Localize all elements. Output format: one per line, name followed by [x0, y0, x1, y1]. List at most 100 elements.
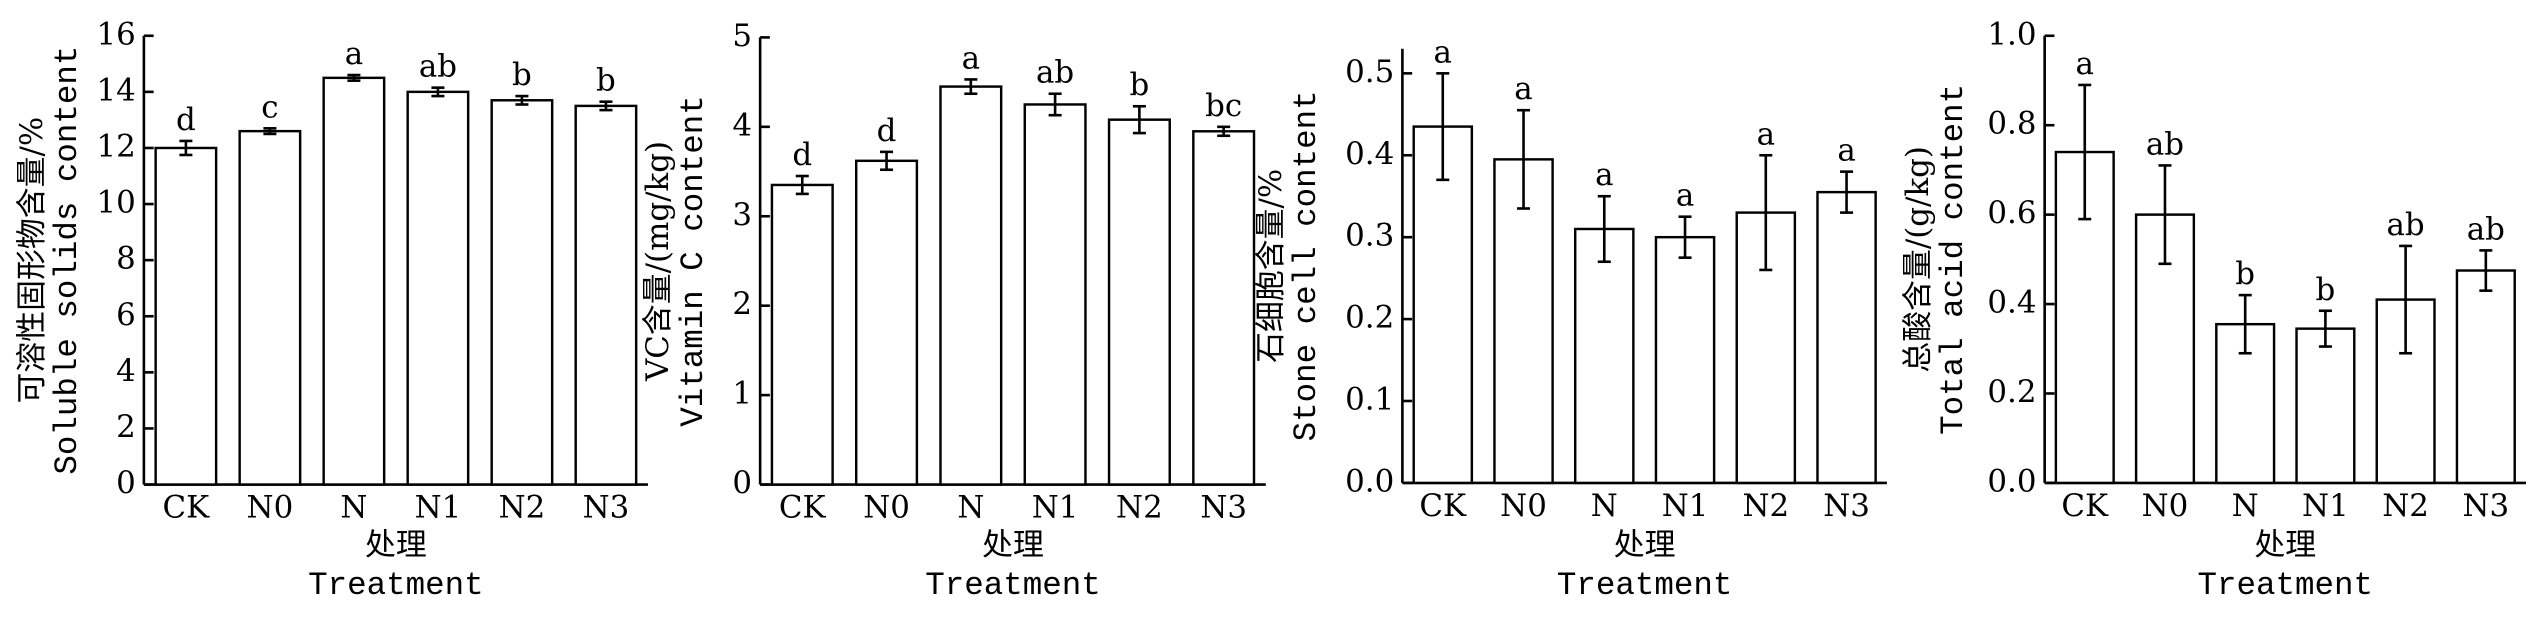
y-tick-label: 0.0: [1345, 463, 1394, 499]
significance-letter: a: [2076, 46, 2094, 82]
significance-letter: ab: [1036, 55, 1074, 91]
significance-letter: d: [176, 102, 196, 138]
x-tick-label: N3: [1823, 488, 1870, 524]
x-tick-label: N3: [1200, 489, 1247, 525]
x-tick-label: N3: [2462, 488, 2509, 524]
y-tick-label: 0.2: [1987, 374, 2036, 410]
y-tick-label: 0.2: [1345, 300, 1394, 336]
bar: [238, 129, 302, 486]
significance-letter: d: [877, 113, 897, 149]
x-tick-label: N1: [1032, 489, 1079, 525]
significance-letter: a: [1514, 71, 1532, 107]
bar: [770, 183, 834, 486]
significance-letter: b: [596, 63, 616, 99]
bar: [1192, 130, 1256, 486]
y-tick-label: 0: [732, 465, 752, 501]
x-tick-label: N: [340, 489, 367, 525]
x-tick-label: N0: [247, 489, 294, 525]
bar: [2295, 327, 2356, 485]
significance-letter: b: [1130, 67, 1150, 103]
significance-letter: a: [1434, 34, 1452, 70]
significance-letter: d: [792, 137, 812, 173]
y-axis-label: Vitamin C content: [675, 95, 712, 427]
y-tick-label: 0.8: [1987, 106, 2036, 142]
y-tick-label: 1: [732, 376, 752, 412]
significance-letter: a: [1837, 133, 1855, 169]
y-axis-label: 石细胞含量/%: [1253, 169, 1289, 363]
significance-letter: ab: [2467, 211, 2505, 247]
y-axis-label: Total acid content: [1935, 84, 1972, 435]
y-tick-label: 10: [96, 185, 135, 221]
significance-letter: c: [261, 89, 278, 125]
bar: [2455, 269, 2516, 485]
bar: [1816, 190, 1877, 485]
y-axis-label: Soluble solids content: [49, 46, 86, 475]
x-tick-label: CK: [2061, 488, 2109, 524]
x-axis-label: Treatment: [925, 567, 1101, 604]
x-tick-label: N: [2232, 488, 2259, 524]
bar: [854, 159, 919, 486]
significance-letter: a: [962, 40, 980, 76]
bar: [1412, 125, 1474, 485]
significance-letter: ab: [2146, 126, 2184, 162]
bar: [939, 85, 1003, 486]
y-tick-label: 4: [732, 107, 752, 143]
bar: [490, 99, 554, 486]
x-axis-label: 处理: [2254, 527, 2316, 563]
y-tick-label: 12: [96, 128, 135, 164]
significance-letter: ab: [2387, 207, 2425, 243]
bar: [406, 90, 470, 486]
y-tick-label: 6: [116, 297, 136, 333]
bar: [1493, 158, 1554, 485]
y-tick-label: 14: [96, 72, 135, 108]
bar: [1573, 227, 1635, 485]
significance-letter: bc: [1205, 88, 1242, 124]
y-tick-label: 5: [732, 18, 752, 54]
x-tick-label: N1: [2302, 488, 2349, 524]
bar: [574, 104, 638, 486]
significance-letter: a: [1595, 157, 1613, 193]
significance-letter: a: [1757, 116, 1775, 152]
y-tick-label: 0.4: [1987, 285, 2036, 321]
bar: [322, 76, 386, 486]
bar: [1107, 118, 1171, 486]
significance-letter: b: [2235, 256, 2255, 292]
x-tick-label: N: [957, 489, 984, 525]
y-tick-label: 0.6: [1987, 195, 2036, 231]
y-axis-label: VC含量/(mg/kg): [640, 141, 676, 382]
significance-letter: a: [1676, 178, 1694, 214]
significance-letter: b: [2316, 272, 2336, 308]
significance-letter: b: [512, 57, 532, 93]
y-tick-label: 0: [116, 465, 136, 501]
x-tick-label: N2: [499, 489, 546, 525]
x-axis-label: 处理: [1614, 527, 1676, 563]
x-tick-label: N0: [2142, 488, 2189, 524]
significance-letter: ab: [419, 49, 457, 85]
x-tick-label: N3: [583, 489, 630, 525]
x-axis-label: Treatment: [308, 567, 484, 604]
x-tick-label: N1: [415, 489, 462, 525]
y-tick-label: 8: [116, 241, 136, 277]
x-axis-label: Treatment: [1557, 567, 1733, 604]
y-tick-label: 2: [732, 286, 752, 322]
x-axis-label: 处理: [982, 527, 1044, 563]
y-tick-label: 0.3: [1345, 218, 1394, 254]
x-axis-label: Treatment: [2198, 567, 2374, 604]
y-axis-label: Stone cell content: [1288, 90, 1325, 441]
x-axis-label: 处理: [365, 527, 427, 563]
x-tick-label: CK: [163, 489, 211, 525]
y-tick-label: 0.4: [1345, 136, 1394, 172]
y-tick-label: 4: [116, 353, 136, 389]
y-tick-label: 2: [116, 409, 136, 445]
significance-letter: a: [345, 36, 363, 72]
x-tick-label: N1: [1662, 488, 1709, 524]
x-tick-label: N: [1591, 488, 1618, 524]
y-tick-label: 3: [732, 197, 752, 233]
x-tick-label: N0: [863, 489, 910, 525]
x-tick-label: CK: [779, 489, 827, 525]
x-tick-label: N2: [1742, 488, 1789, 524]
y-tick-label: 1.0: [1987, 16, 2036, 52]
y-tick-label: 0.1: [1345, 382, 1394, 418]
bar: [1023, 103, 1087, 486]
